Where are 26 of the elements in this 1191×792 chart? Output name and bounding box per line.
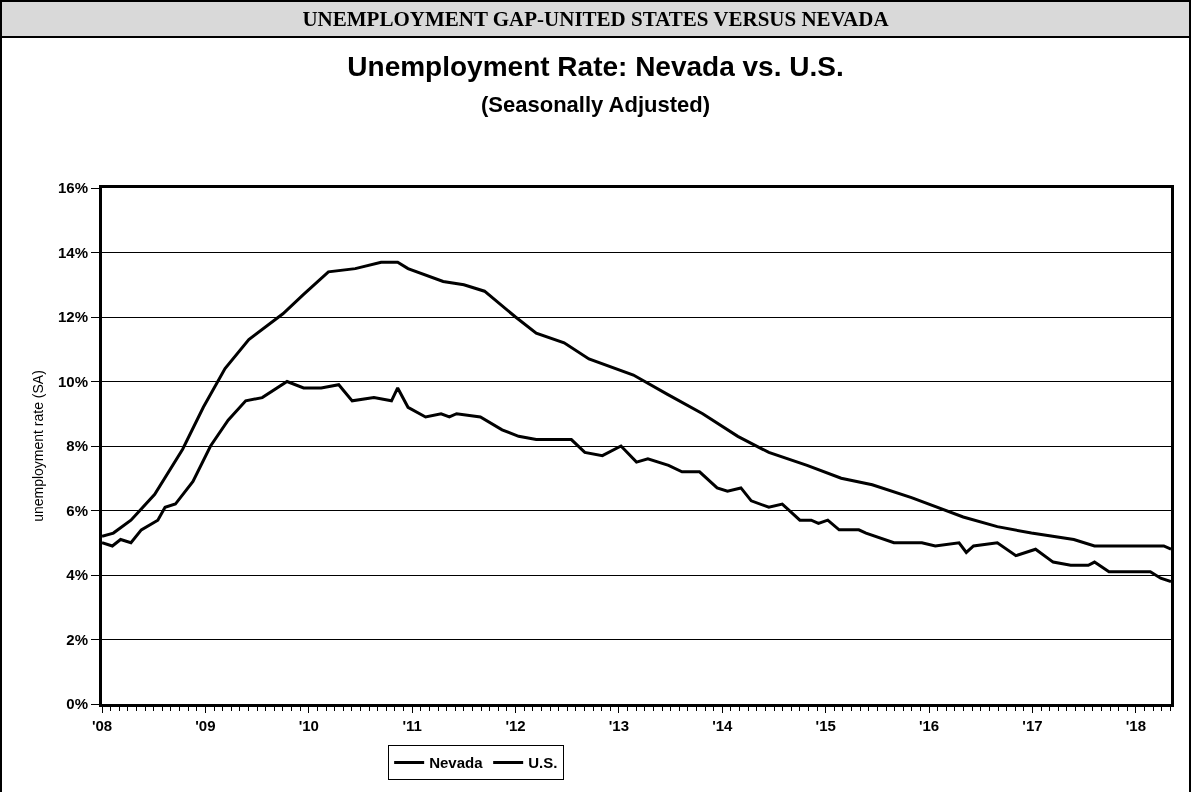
y-tick-label: 14% [57, 243, 88, 261]
x-tick-label: '08 [91, 717, 113, 734]
y-tick-label: 16% [57, 179, 88, 197]
y-axis-title: unemployment rate (SA) [29, 370, 46, 522]
y-tick-label: 10% [57, 372, 88, 390]
x-tick-label: '09 [195, 717, 216, 734]
y-tick-label: 12% [57, 308, 88, 326]
x-tick-label: '12 [505, 717, 526, 734]
text: UNEMPLOYMENT GAP-UNITED STATES VERSUS NEVADA [2, 2, 1189, 38]
x-tick-label: '14 [712, 717, 734, 734]
chart-title: Unemployment Rate: Nevada vs. U.S. [347, 50, 844, 82]
x-tick-label: '17 [1022, 717, 1043, 734]
x-tick-label: '15 [815, 717, 836, 734]
y-tick-label: 0% [66, 695, 88, 713]
y-tick-label: 4% [66, 566, 88, 584]
chart-subtitle: (Seasonally Adjusted) [480, 92, 711, 118]
legend-label: U.S. [528, 754, 558, 772]
y-tick-label: 8% [66, 437, 88, 455]
x-tick-label: '16 [918, 717, 940, 734]
y-tick-label: 6% [66, 501, 88, 519]
y-tick-label: 2% [66, 630, 88, 648]
x-tick-label: '10 [298, 717, 319, 734]
legend-label: Nevada [429, 754, 484, 772]
x-tick-label: '18 [1125, 717, 1146, 734]
x-tick-label: '11 [402, 717, 422, 734]
x-tick-label: '13 [608, 717, 630, 734]
